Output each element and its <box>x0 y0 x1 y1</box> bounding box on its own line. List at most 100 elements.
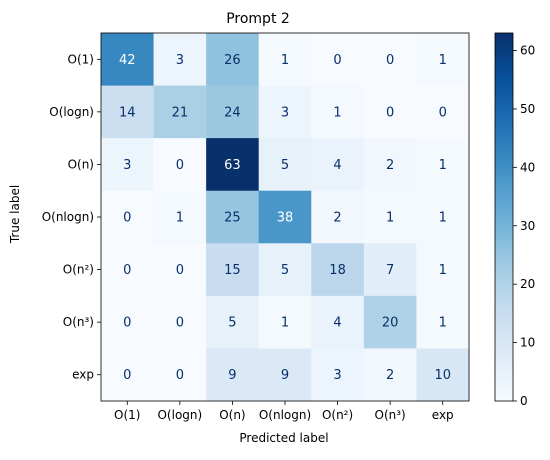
heatmap-cell <box>101 33 155 87</box>
cell-value-label: 10 <box>434 368 451 383</box>
cell-value-label: 0 <box>439 105 447 120</box>
cell-value-label: 63 <box>224 158 241 173</box>
x-tick-label: O(logn) <box>157 408 202 422</box>
cell-value-label: 0 <box>123 316 131 331</box>
cell-value-label: 1 <box>281 53 289 68</box>
heatmap-cell <box>416 85 470 139</box>
heatmap-cell-labels: 42 3 26 1 0 0 114 21 24 3 1 0 03 0 63 5 4 2 10 1 25 38 2 1 10 0 15… <box>119 53 451 383</box>
cell-value-label: 0 <box>176 158 184 173</box>
cell-value-label: 0 <box>176 316 184 331</box>
heatmap-cell <box>206 33 260 87</box>
heatmap-cell <box>258 85 312 139</box>
heatmap-cell <box>311 33 365 87</box>
heatmap-cell <box>101 243 155 297</box>
colorbar-tick-label: 20 <box>520 277 535 291</box>
cell-value-label: 4 <box>333 158 341 173</box>
x-tick-label: O(nlogn) <box>259 408 311 422</box>
heatmap-cell <box>153 295 207 349</box>
heatmap-cell <box>206 138 260 192</box>
heatmap-cell <box>311 190 365 244</box>
cell-value-label: 42 <box>119 53 136 68</box>
cell-value-label: 3 <box>333 368 341 383</box>
heatmap-cell <box>311 138 365 192</box>
cell-value-label: 3 <box>176 53 184 68</box>
heatmap-cell <box>101 85 155 139</box>
heatmap-cell <box>311 85 365 139</box>
cell-value-label: 5 <box>281 263 289 278</box>
cell-value-label: 3 <box>123 158 131 173</box>
x-axis-ticks: O(1) O(logn) O(n) O(nlogn) O(n²) O(n³) exp <box>114 401 454 422</box>
y-axis-label: True label <box>8 185 22 244</box>
heatmap-cell <box>153 85 207 139</box>
cell-value-label: 25 <box>224 211 241 226</box>
cell-value-label: 2 <box>386 158 394 173</box>
heatmap-cell <box>206 295 260 349</box>
cell-value-label: 1 <box>439 263 447 278</box>
cell-value-label: 21 <box>172 105 189 120</box>
cell-value-label: 4 <box>333 316 341 331</box>
heatmap-cell <box>258 295 312 349</box>
heatmap-cell <box>101 138 155 192</box>
y-tick-label: O(n³) <box>63 315 94 329</box>
cell-value-label: 2 <box>333 211 341 226</box>
colorbar-tick-label: 60 <box>520 44 535 58</box>
cell-value-label: 1 <box>439 53 447 68</box>
cell-value-label: 15 <box>224 263 241 278</box>
cell-value-label: 0 <box>123 211 131 226</box>
heatmap-cell <box>311 348 365 402</box>
y-axis-ticks: O(1) O(logn) O(n) O(nlogn) O(n²) O(n³) exp <box>42 52 101 382</box>
heatmap-cell <box>416 138 470 192</box>
heatmap-cell <box>416 348 470 402</box>
heatmap-cell <box>101 190 155 244</box>
heatmap-cell <box>258 138 312 192</box>
cell-value-label: 9 <box>281 368 289 383</box>
heatmap-cell <box>206 348 260 402</box>
cell-value-label: 0 <box>123 263 131 278</box>
cell-value-label: 1 <box>176 211 184 226</box>
heatmap-cell <box>153 243 207 297</box>
heatmap-cell <box>416 295 470 349</box>
colorbar-tick-label: 40 <box>520 160 535 174</box>
heatmap-cell <box>363 190 417 244</box>
heatmap-cell <box>416 190 470 244</box>
colorbar <box>494 32 514 402</box>
heatmap-cell <box>206 190 260 244</box>
x-tick-label: O(n²) <box>322 408 353 422</box>
y-tick-label: O(nlogn) <box>42 210 94 224</box>
cell-value-label: 24 <box>224 105 241 120</box>
colorbar-tick-label: 50 <box>520 102 535 116</box>
cell-value-label: 9 <box>228 368 236 383</box>
heatmap-cell <box>311 295 365 349</box>
heatmap-cell <box>258 33 312 87</box>
cell-value-label: 0 <box>333 53 341 68</box>
colorbar-ticks: 0 10 20 30 40 50 60 <box>513 44 535 408</box>
heatmap-cell <box>363 295 417 349</box>
heatmap-cell <box>311 243 365 297</box>
colorbar-tick-label: 10 <box>520 336 535 350</box>
heatmap-cell <box>416 33 470 87</box>
heatmap-cell <box>363 138 417 192</box>
cell-value-label: 1 <box>333 105 341 120</box>
y-tick-label: O(1) <box>68 52 94 66</box>
x-axis-label: Predicted label <box>239 431 328 445</box>
heatmap-cell <box>258 243 312 297</box>
cell-value-label: 0 <box>176 368 184 383</box>
cell-value-label: 26 <box>224 53 241 68</box>
cell-value-label: 5 <box>281 158 289 173</box>
heatmap-cell <box>101 295 155 349</box>
cell-value-label: 1 <box>439 158 447 173</box>
cell-value-label: 0 <box>123 368 131 383</box>
y-tick-label: O(n²) <box>63 263 94 277</box>
heatmap-cell <box>363 348 417 402</box>
x-tick-label: O(1) <box>114 408 140 422</box>
heatmap-cell <box>363 33 417 87</box>
cell-value-label: 0 <box>386 105 394 120</box>
heatmap-cell <box>153 138 207 192</box>
colorbar-tick-label: 0 <box>520 394 528 408</box>
heatmap-cell <box>258 190 312 244</box>
heatmap-cell <box>206 85 260 139</box>
cell-value-label: 3 <box>281 105 289 120</box>
cell-value-label: 1 <box>439 211 447 226</box>
cell-value-label: 1 <box>439 316 447 331</box>
heatmap-cell <box>206 243 260 297</box>
